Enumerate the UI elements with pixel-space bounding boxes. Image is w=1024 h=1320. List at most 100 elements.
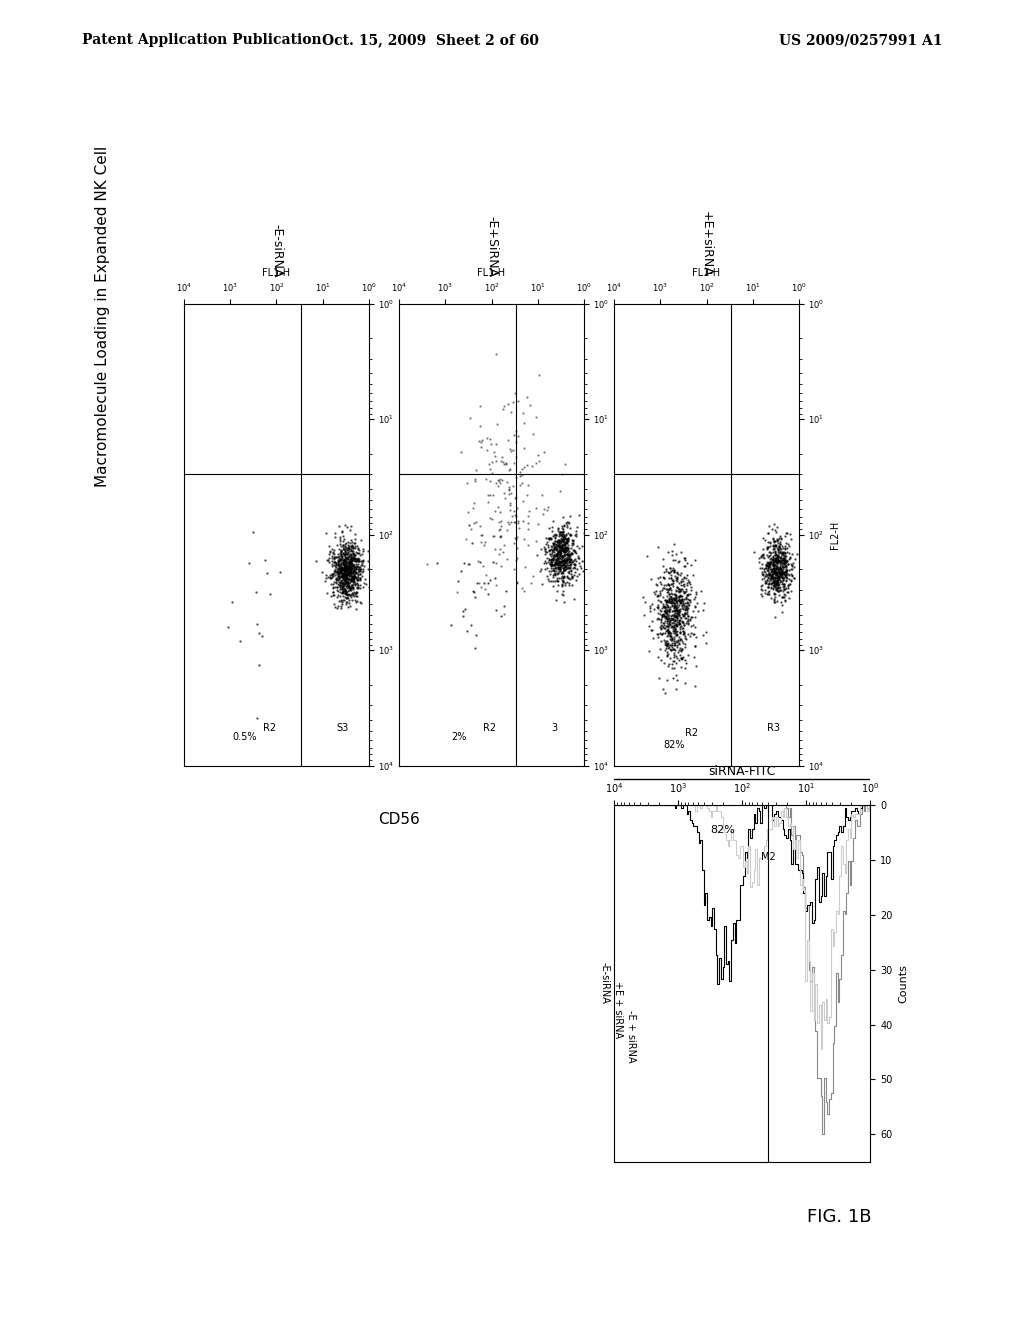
Point (339, 516, 355, 537)
Point (558, 554, 574, 576)
Point (345, 581, 361, 602)
Point (680, 594, 696, 615)
Point (352, 558, 369, 579)
Point (459, 620, 475, 642)
Point (562, 543, 579, 564)
Point (772, 533, 788, 554)
Point (340, 597, 356, 618)
Point (766, 560, 782, 581)
Point (343, 552, 359, 573)
Point (552, 532, 568, 553)
Point (675, 574, 691, 595)
Point (514, 577, 530, 598)
Point (351, 556, 368, 577)
Point (340, 535, 356, 556)
Text: R3: R3 (767, 723, 779, 733)
Point (673, 562, 689, 583)
Point (679, 574, 695, 595)
Point (350, 565, 367, 586)
Point (649, 574, 666, 595)
Point (556, 566, 572, 587)
Point (339, 572, 355, 593)
Point (327, 561, 343, 582)
Point (549, 581, 565, 602)
Point (552, 521, 568, 543)
Point (542, 544, 558, 565)
Point (760, 553, 776, 574)
Point (770, 566, 786, 587)
Point (768, 557, 784, 578)
Point (343, 546, 359, 568)
Point (338, 556, 354, 577)
Point (345, 562, 361, 583)
Point (340, 561, 356, 582)
Point (506, 500, 522, 521)
Point (772, 562, 788, 583)
Point (337, 545, 353, 566)
Point (503, 483, 519, 504)
Point (674, 585, 690, 606)
Point (652, 615, 669, 636)
Point (555, 541, 571, 562)
Point (555, 521, 571, 543)
Point (554, 546, 570, 568)
Point (678, 586, 694, 607)
Point (345, 543, 361, 564)
Point (556, 541, 572, 562)
Point (676, 556, 692, 577)
Point (340, 557, 356, 578)
Point (754, 586, 770, 607)
Point (763, 566, 779, 587)
Point (516, 528, 532, 549)
Point (563, 560, 580, 581)
Point (671, 550, 687, 572)
Point (519, 387, 536, 408)
Point (775, 566, 792, 587)
Point (751, 548, 767, 569)
Point (767, 554, 783, 576)
Point (556, 515, 572, 536)
Point (770, 573, 786, 594)
Point (671, 610, 687, 631)
Point (550, 550, 566, 572)
Point (551, 568, 567, 589)
Point (344, 566, 360, 587)
Point (559, 516, 575, 537)
Point (524, 455, 541, 477)
Point (658, 597, 675, 618)
Point (652, 610, 669, 631)
Point (496, 543, 512, 564)
Point (557, 556, 573, 577)
Point (324, 564, 340, 585)
Point (542, 553, 558, 574)
Point (670, 631, 686, 652)
Point (674, 639, 690, 660)
Point (660, 638, 677, 659)
Point (681, 589, 697, 610)
Point (332, 548, 348, 569)
Point (673, 578, 689, 599)
Point (553, 528, 569, 549)
Point (354, 554, 371, 576)
Point (654, 566, 671, 587)
Point (657, 631, 674, 652)
Point (662, 648, 678, 669)
Point (769, 566, 785, 587)
Point (760, 560, 776, 581)
Point (778, 550, 795, 572)
Point (541, 560, 557, 581)
Point (544, 553, 560, 574)
Point (559, 566, 575, 587)
Point (338, 548, 354, 569)
Point (492, 520, 508, 541)
Point (541, 568, 557, 589)
Point (662, 628, 678, 649)
Point (770, 552, 786, 573)
Point (556, 540, 572, 561)
Point (327, 597, 343, 618)
Point (671, 612, 687, 634)
Point (672, 593, 688, 614)
Point (778, 560, 795, 581)
Point (549, 543, 565, 564)
Point (777, 562, 794, 583)
